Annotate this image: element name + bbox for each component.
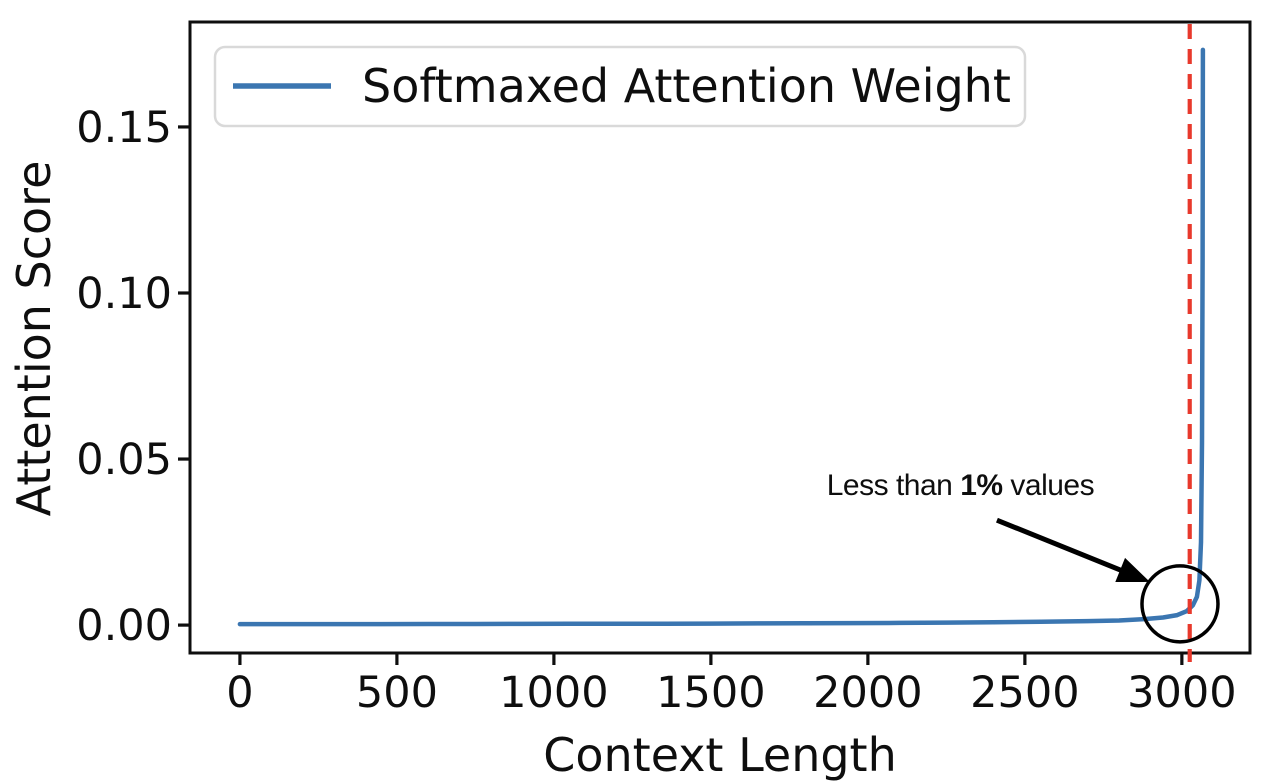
legend-label: Softmaxed Attention Weight (362, 59, 1011, 113)
x-tick-label: 1500 (656, 668, 765, 718)
y-tick-label: 0.10 (76, 269, 172, 319)
annotation-label-part: 1% (960, 469, 1002, 502)
y-axis-label: Attention Score (7, 161, 61, 517)
data-series-line (237, 47, 1206, 627)
softmaxed-attention-line (237, 47, 1206, 627)
annotation-label-part: values (1003, 469, 1095, 502)
y-tick-label: 0.15 (76, 103, 172, 153)
x-tick-label: 2500 (970, 668, 1079, 718)
x-tick-label: 3000 (1127, 668, 1236, 718)
legend: Softmaxed Attention Weight (213, 45, 1027, 128)
plot-border (188, 20, 1252, 655)
legend-box (213, 45, 1027, 128)
highlight-circle (1140, 564, 1220, 644)
x-tick-label: 2000 (813, 668, 922, 718)
x-axis-ticks: 0 500 1000 1500 2000 2500 3000 (226, 653, 1237, 718)
annotation-label: Less than 1% values (827, 469, 1094, 502)
x-tick-label: 500 (356, 668, 438, 718)
annotation-label-part: Less than (827, 469, 960, 502)
x-axis-label: Context Length (543, 728, 897, 782)
annotation-arrow-shaft (995, 517, 1131, 576)
y-tick-label: 0.00 (76, 601, 172, 651)
annotation-group: Less than 1% values (827, 469, 1220, 644)
x-tick-label: 1000 (499, 668, 608, 718)
y-axis-ticks: 0.00 0.05 0.10 0.15 (76, 103, 190, 651)
x-tick-label: 0 (226, 668, 253, 718)
annotation-arrow-head (1115, 557, 1150, 582)
y-tick-label: 0.05 (76, 435, 172, 485)
